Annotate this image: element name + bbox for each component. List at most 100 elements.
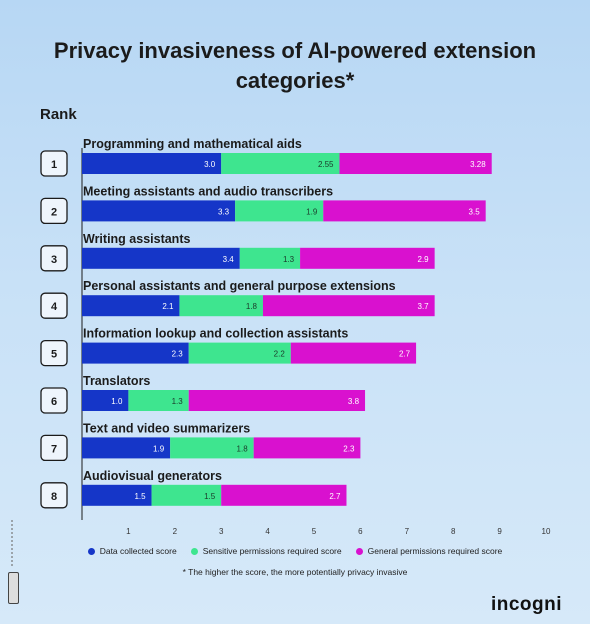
category-label: Text and video summarizers (83, 421, 250, 435)
rank-badge (40, 482, 68, 509)
category-label: Translators (83, 374, 150, 388)
rank-column-header: Rank (40, 106, 77, 123)
bar-segment (339, 153, 492, 174)
category-label: Writing assistants (83, 232, 190, 246)
data-label: 1.8 (246, 302, 258, 311)
rank-number: 1 (51, 159, 57, 171)
data-label: 2.9 (418, 255, 430, 264)
x-tick-label: 6 (358, 527, 363, 536)
data-label: 1.9 (153, 444, 165, 453)
x-tick-label: 4 (265, 527, 270, 536)
data-label: 3.5 (469, 207, 481, 216)
bar-segment (179, 295, 263, 317)
bar-segment (262, 295, 435, 317)
rank-badge (40, 292, 68, 319)
bar-segment (290, 342, 417, 364)
bar-segment (170, 437, 254, 459)
x-tick-label: 8 (451, 527, 456, 536)
rank-badge (40, 434, 68, 462)
rank-badge (40, 150, 68, 177)
footnote: * The higher the score, the more potenti… (182, 567, 408, 577)
data-label: 1.0 (111, 397, 123, 406)
bar-segment (188, 390, 366, 411)
x-tick-label: 1 (126, 527, 131, 536)
data-label: 3.7 (418, 302, 430, 311)
data-label: 2.3 (172, 350, 184, 359)
chart-title: Privacy invasiveness of AI-powered exten… (53, 38, 537, 93)
bar-segment (221, 484, 347, 506)
bar-segment (253, 437, 361, 459)
data-label: 2.1 (162, 302, 174, 311)
rank-number: 6 (51, 396, 57, 408)
bar-segment (82, 484, 152, 506)
category-label: Programming and mathematical aids (83, 137, 302, 151)
data-label: 2.3 (343, 444, 355, 453)
rank-number: 2 (51, 206, 57, 218)
bar-segment (221, 153, 340, 174)
data-label: 1.5 (204, 492, 216, 501)
data-label: 3.28 (470, 160, 486, 169)
data-label: 3.0 (204, 160, 216, 169)
bar-segment (151, 484, 222, 506)
legend-swatch-general (355, 547, 363, 555)
rank-badge (40, 197, 68, 225)
bar-segment (82, 342, 189, 364)
x-tick-label: 9 (497, 527, 502, 536)
bar-segment (323, 200, 486, 222)
bar-segment (300, 247, 435, 269)
credit-text-line (11, 520, 13, 568)
x-tick-label: 2 (173, 527, 178, 536)
legend-item-data-collected: Data collected score (87, 546, 177, 556)
bar-segment (82, 247, 240, 269)
rank-badge (40, 245, 68, 272)
rank-number: 4 (51, 301, 58, 313)
data-label: 1.8 (237, 444, 249, 453)
data-label: 2.7 (399, 350, 411, 359)
legend-label-general: General permissions required score (367, 546, 503, 556)
data-label: 2.55 (318, 160, 334, 169)
data-label: 1.3 (283, 255, 295, 264)
x-tick-label: 7 (405, 527, 410, 536)
rank-badge (40, 387, 68, 414)
category-label: Audiovisual generators (83, 469, 222, 483)
data-label: 1.9 (306, 207, 318, 216)
bar-segment (82, 200, 236, 222)
bar-segment (82, 153, 222, 174)
data-label: 1.5 (134, 492, 146, 501)
bar-segment (82, 437, 171, 459)
stacked-bar-chart: Programming and mathematical aids 1 3.0 2.5… (40, 137, 551, 536)
x-tick-label: 5 (312, 527, 317, 536)
bar-segment (128, 390, 189, 411)
data-label: 3.4 (223, 255, 235, 264)
creative-commons-icon (8, 572, 19, 604)
rank-number: 3 (51, 254, 57, 266)
legend-item-sensitive: Sensitive permissions required score (190, 546, 342, 556)
legend-swatch-data-collected (87, 547, 95, 555)
data-label: 2.2 (274, 350, 286, 359)
chart-legend: Data collected score Sensitive permissio… (0, 546, 590, 556)
rank-number: 5 (51, 349, 57, 361)
legend-item-general: General permissions required score (355, 546, 503, 556)
data-label: 2.7 (329, 492, 341, 501)
legend-label-sensitive: Sensitive permissions required score (202, 546, 342, 556)
data-label: 1.3 (172, 397, 184, 406)
data-label: 3.3 (218, 207, 230, 216)
data-label: 3.8 (348, 397, 360, 406)
rank-number: 7 (51, 443, 57, 455)
rank-badge (40, 339, 68, 367)
bar-segment (239, 247, 301, 269)
x-tick-label: 3 (219, 527, 224, 536)
license-credit-mark (8, 520, 19, 610)
category-label: Meeting assistants and audio transcriber… (83, 184, 333, 198)
category-label: Personal assistants and general purpose … (83, 279, 396, 293)
legend-swatch-sensitive (190, 547, 198, 555)
bar-segment (82, 390, 129, 411)
x-tick-label: 10 (542, 527, 551, 536)
incogni-logo: incogni (490, 594, 562, 615)
bar-segment (235, 200, 324, 222)
bar-segment (82, 295, 180, 317)
legend-label-data-collected: Data collected score (99, 546, 177, 556)
category-label: Information lookup and collection assist… (83, 327, 348, 341)
rank-number: 8 (51, 491, 57, 503)
bar-segment (188, 342, 291, 364)
